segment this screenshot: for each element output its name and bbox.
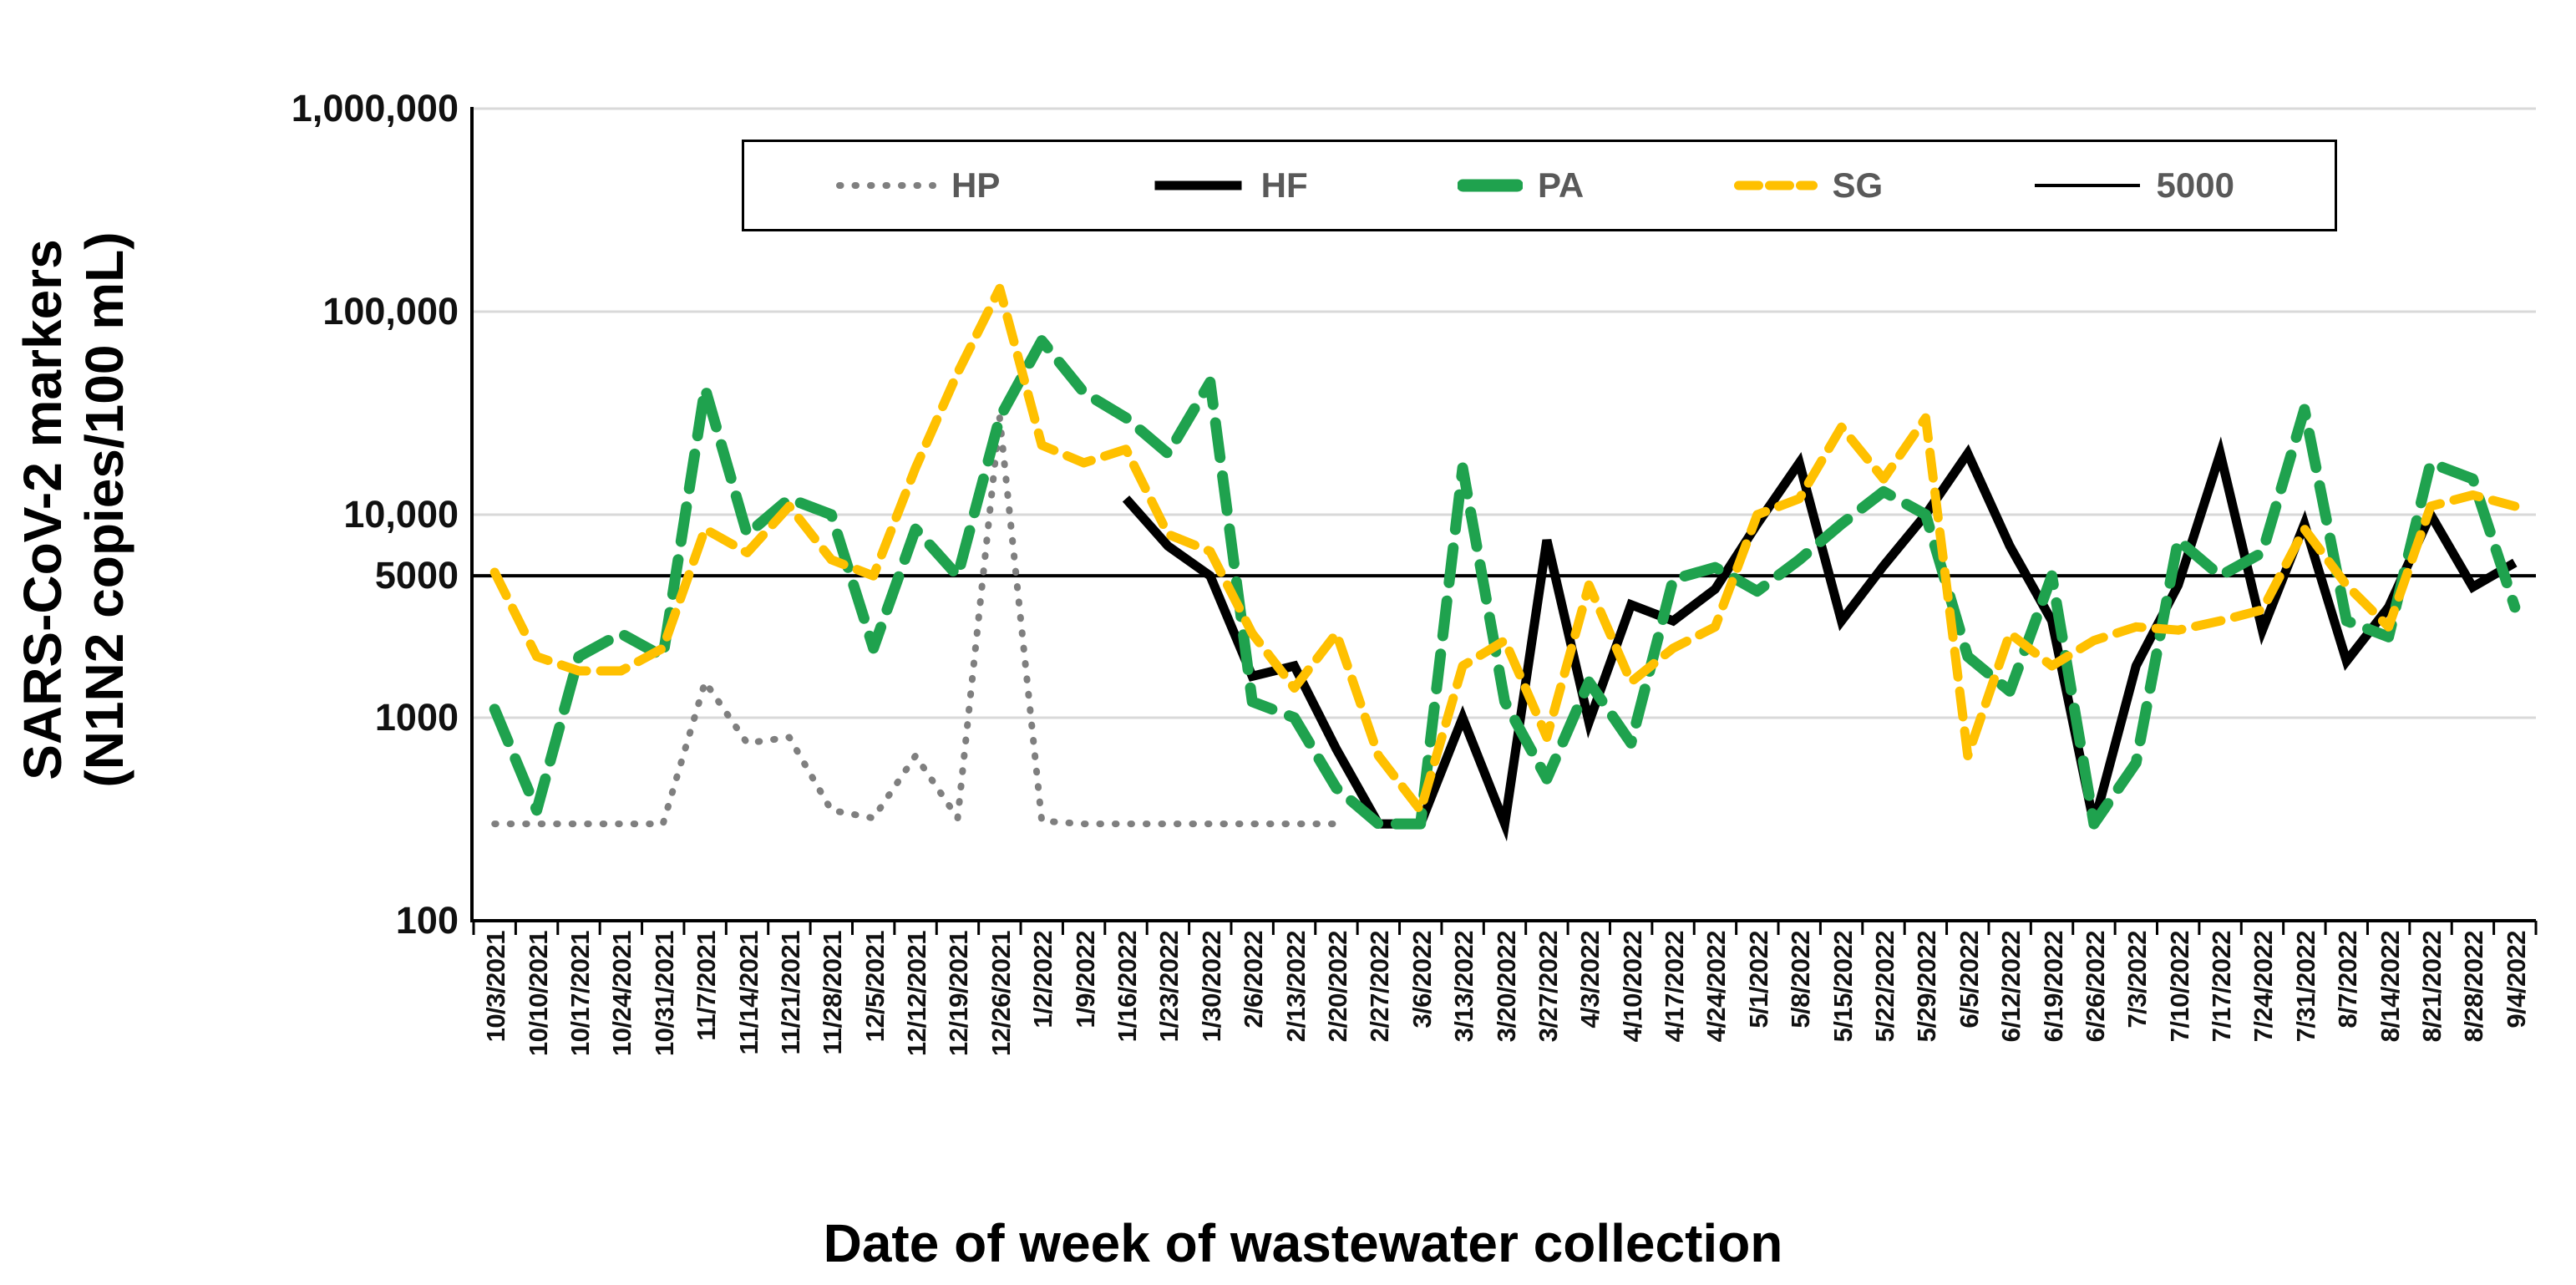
x-axis-title: Date of week of wastewater collection [823,1213,1783,1273]
x-tick-label: 8/21/2022 [2417,931,2447,1043]
legend-marker-hp-icon [836,182,936,189]
x-tick-label: 12/5/2021 [860,931,890,1043]
x-tick-label: 6/26/2022 [2080,931,2110,1043]
legend-item-5000: 5000 [2033,165,2234,206]
x-tick-label: 1/23/2022 [1154,931,1184,1043]
x-tick-label: 6/12/2022 [1996,931,2026,1043]
legend-marker-5000-icon [2034,184,2140,187]
y-tick-label: 100 [395,899,459,942]
chart-legend: HP HF PA SG 5000 [742,140,2337,231]
x-tick-label: 5/1/2022 [1743,931,1773,1029]
x-tick-label: 3/6/2022 [1407,931,1437,1029]
legend-item-hp: HP [836,165,1000,206]
x-tick-label: 3/13/2022 [1449,931,1479,1043]
series-hp [491,414,1340,828]
legend-marker-sg-icon [1733,180,1818,190]
x-tick-label: 1/30/2022 [1196,931,1226,1043]
x-tick-label: 8/14/2022 [2375,931,2405,1043]
y-tick-label: 100,000 [322,290,459,333]
x-tick-label: 2/13/2022 [1280,931,1311,1043]
legend-label-hf: HF [1260,165,1308,205]
x-tick-label: 8/7/2022 [2333,931,2363,1029]
x-tick-label: 5/15/2022 [1828,931,1858,1043]
y-axis-title: SARS-CoV-2 markers (N1N2 copies/100 mL) [12,231,135,787]
legend-item-sg: SG [1733,165,1884,206]
x-tick-label: 5/29/2022 [1912,931,1942,1043]
x-tick-label: 4/3/2022 [1575,931,1605,1029]
x-tick-label: 3/20/2022 [1491,931,1521,1043]
legend-item-hf: HF [1150,165,1308,206]
x-tick-label: 12/12/2021 [902,931,932,1057]
x-tick-label: 9/4/2022 [2501,931,2531,1029]
x-tick-label: 1/16/2022 [1113,931,1142,1043]
y-tick-label: 10,000 [343,493,459,536]
x-tick-label: 10/31/2021 [649,931,679,1057]
x-tick-label: 7/3/2022 [2122,931,2153,1029]
x-tick-label: 12/26/2021 [986,931,1016,1057]
y-tick-label: 1,000,000 [291,87,459,130]
x-tick-label: 1/9/2022 [1070,931,1100,1029]
x-tick-label: 2/6/2022 [1239,931,1269,1029]
x-tick-label: 11/21/2021 [775,931,805,1055]
x-tick-label: 12/19/2021 [944,931,974,1057]
x-tick-label: 7/10/2022 [2164,931,2194,1043]
x-tick-label: 11/28/2021 [818,931,848,1055]
x-tick-label: 3/27/2022 [1533,931,1563,1043]
x-tick-label: 10/3/2021 [481,931,511,1043]
x-tick-label: 2/20/2022 [1322,931,1352,1043]
x-tick-label: 10/17/2021 [565,931,595,1057]
series-pa [489,335,2521,830]
x-tick-label: 7/17/2022 [2207,931,2237,1043]
legend-label-sg: SG [1832,165,1884,205]
y-tick-label: 5000 [374,554,459,597]
x-tick-label: 4/17/2022 [1660,931,1690,1043]
legend-label-pa: PA [1537,165,1585,205]
legend-marker-hf-icon [1154,180,1242,190]
x-tick-label: 1/2/2022 [1028,931,1058,1029]
x-tick-label: 4/24/2022 [1701,931,1732,1043]
x-tick-label: 4/10/2022 [1617,931,1647,1043]
x-tick-label: 11/14/2021 [733,931,763,1055]
x-tick-label: 8/28/2022 [2459,931,2489,1043]
x-tick-label: 6/19/2022 [2038,931,2068,1043]
x-tick-label: 6/5/2022 [1954,931,1984,1029]
x-tick-label: 2/27/2022 [1365,931,1395,1043]
y-axis-title-line2: (N1N2 copies/100 mL) [74,231,134,788]
legend-label-5000: 5000 [2156,165,2234,205]
legend-item-pa: PA [1457,165,1585,206]
x-tick-label: 5/8/2022 [1786,931,1816,1029]
x-tick-label: 10/24/2021 [607,931,637,1057]
legend-marker-pa-icon [1457,179,1523,192]
x-tick-label: 11/7/2021 [692,931,722,1041]
legend-label-hp: HP [951,165,1001,205]
y-axis-title-line1: SARS-CoV-2 markers [13,239,73,780]
x-tick-label: 7/24/2022 [2249,931,2279,1043]
y-tick-label: 1000 [374,696,459,739]
series-sg [489,283,2520,815]
x-tick-label: 7/31/2022 [2290,931,2320,1043]
x-tick-label: 5/22/2022 [1869,931,1899,1043]
x-tick-label: 10/10/2021 [523,931,553,1057]
